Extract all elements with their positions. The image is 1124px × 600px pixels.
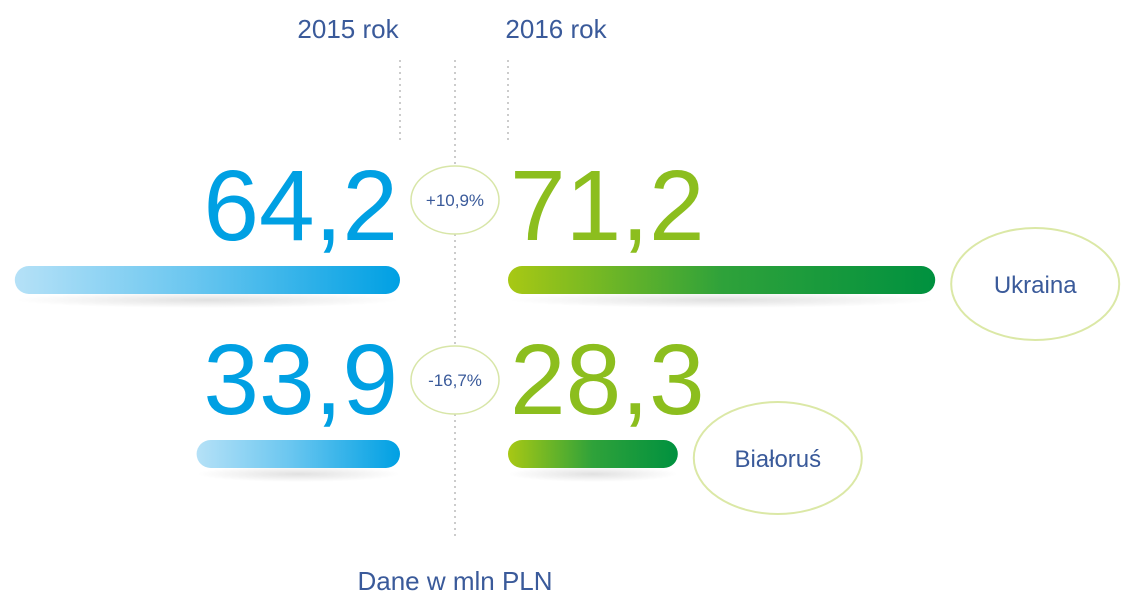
value-label: 28,3 xyxy=(510,324,705,436)
bar xyxy=(196,440,400,468)
bar xyxy=(508,266,936,294)
category-badge xyxy=(692,401,863,515)
bar xyxy=(14,266,401,294)
bar xyxy=(508,440,678,468)
change-label: -16,7% xyxy=(428,371,482,390)
value-label: 71,2 xyxy=(510,150,705,262)
bar-shadow xyxy=(196,466,400,482)
guides xyxy=(399,60,509,540)
category-label: Ukraina xyxy=(994,272,1077,299)
note: Dane w mln PLN xyxy=(357,566,552,596)
value-label: 33,9 xyxy=(203,324,398,436)
bar-shadow xyxy=(14,292,400,308)
change-label: +10,9% xyxy=(426,191,484,210)
change-pill xyxy=(410,165,500,235)
change-pill xyxy=(410,345,500,415)
bar-shadow xyxy=(507,292,936,308)
series-header: 2015 rok xyxy=(297,14,399,44)
category-label: Białoruś xyxy=(734,446,821,473)
value-label: 64,2 xyxy=(203,150,398,262)
bar-shadow xyxy=(508,466,678,482)
series-header: 2016 rok xyxy=(505,14,607,44)
category-badge xyxy=(950,227,1121,341)
